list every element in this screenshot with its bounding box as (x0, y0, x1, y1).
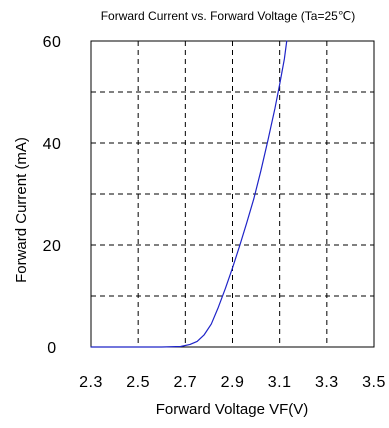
x-tick-label: 2.9 (221, 374, 245, 391)
x-tick-label: 3.1 (268, 374, 292, 391)
x-tick-label: 3.5 (362, 374, 386, 391)
chart-title: Forward Current vs. Forward Voltage (Ta=… (101, 9, 356, 23)
x-tick-label: 2.5 (126, 374, 150, 391)
tick-labels: 2.3 2.5 2.7 2.9 3.1 3.3 3.5 0 20 40 60 (43, 34, 386, 391)
series-line-1 (90, 40, 288, 348)
y-tick-label: 40 (43, 136, 62, 153)
x-tick-label: 3.3 (315, 374, 339, 391)
series-layer (90, 40, 288, 348)
y-tick-label: 0 (47, 340, 56, 357)
grid-lines (91, 41, 374, 347)
x-tick-label: 2.3 (79, 374, 103, 391)
x-tick-label: 2.7 (173, 374, 197, 391)
y-tick-label: 20 (43, 238, 62, 255)
y-tick-label: 60 (43, 34, 62, 51)
y-axis-label: Forward Current (mA) (13, 137, 30, 283)
x-axis-label: Forward Voltage VF(V) (156, 401, 309, 418)
